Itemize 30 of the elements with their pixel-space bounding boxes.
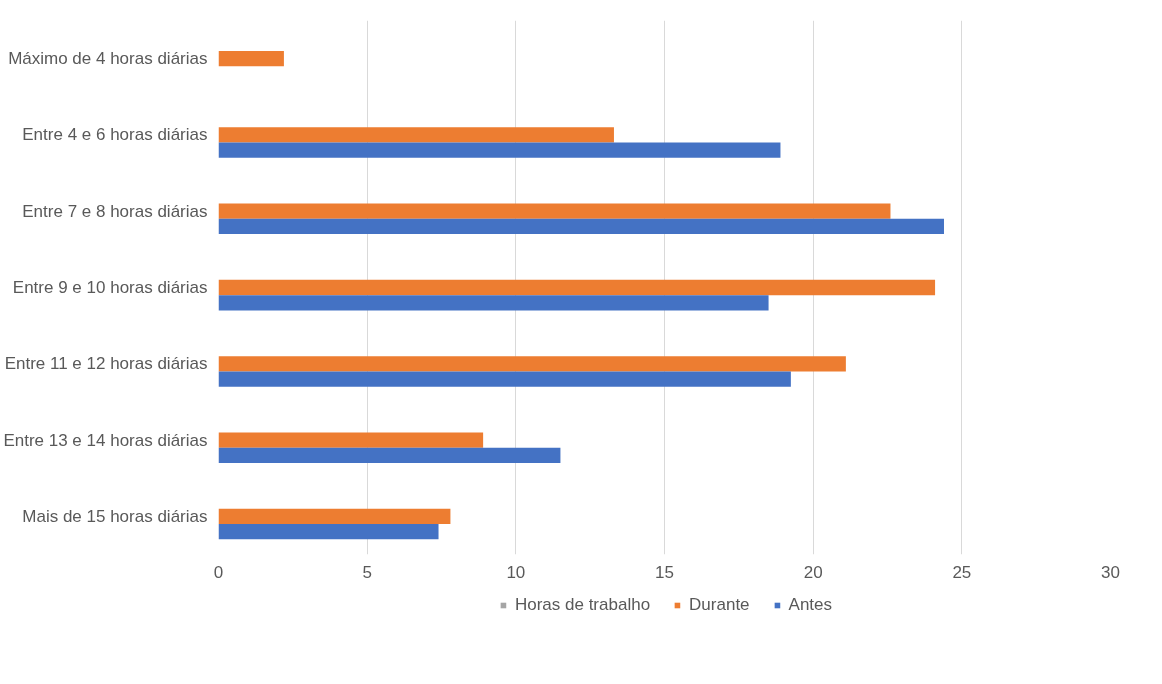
bar (218, 142, 781, 158)
y-tick-label: Entre 9 e 10 horas diárias (12, 278, 208, 297)
x-tick-label: 10 (506, 562, 526, 582)
y-tick-label: Entre 4 e 6 horas diárias (22, 125, 208, 145)
x-tick-label: 25 (952, 562, 972, 582)
y-tick-label: Entre 7 e 8 horas diárias (22, 201, 208, 221)
bar (218, 279, 936, 296)
x-tick-label: 5 (362, 562, 372, 582)
bar (218, 447, 561, 463)
bar (218, 127, 614, 143)
bar (218, 432, 484, 448)
bar (218, 356, 846, 372)
bar (218, 371, 791, 387)
legend-label: Horas de trabalho (514, 595, 651, 615)
legend-label: Antes (788, 595, 833, 615)
bar (218, 203, 891, 219)
bar (218, 523, 439, 540)
y-tick-label: Mais de 15 horas diárias (22, 506, 208, 526)
bar (218, 218, 944, 235)
legend-label: Durante (689, 595, 750, 615)
y-tick-label: Entre 13 e 14 horas diárias (3, 430, 208, 450)
x-tick-label: 30 (1101, 562, 1120, 582)
bar (218, 508, 451, 524)
y-tick-label: Máximo de 4 horas diárias (8, 49, 208, 69)
y-tick-label: Entre 11 e 12 horas diárias (4, 354, 208, 374)
x-tick-label: 20 (803, 562, 823, 582)
x-tick-label: 15 (655, 562, 674, 582)
bar (218, 295, 769, 311)
bar (218, 51, 284, 67)
x-tick-label: 0 (213, 562, 224, 582)
